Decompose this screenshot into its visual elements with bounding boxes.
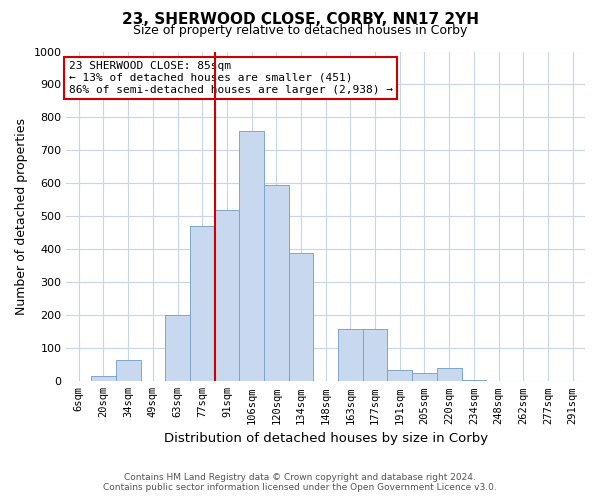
Bar	[289, 252, 313, 382]
Bar	[388, 370, 412, 382]
Bar	[338, 328, 363, 382]
Text: Contains HM Land Registry data © Crown copyright and database right 2024.
Contai: Contains HM Land Registry data © Crown c…	[103, 473, 497, 492]
Bar	[215, 210, 239, 382]
Bar	[190, 226, 215, 382]
Bar	[412, 373, 437, 382]
Y-axis label: Number of detached properties: Number of detached properties	[15, 118, 28, 315]
Text: 23, SHERWOOD CLOSE, CORBY, NN17 2YH: 23, SHERWOOD CLOSE, CORBY, NN17 2YH	[121, 12, 479, 28]
Bar	[116, 360, 140, 382]
Bar	[239, 130, 264, 382]
Bar	[461, 380, 486, 382]
Bar	[91, 376, 116, 382]
X-axis label: Distribution of detached houses by size in Corby: Distribution of detached houses by size …	[164, 432, 488, 445]
Bar	[165, 316, 190, 382]
Bar	[264, 185, 289, 382]
Bar	[437, 368, 461, 382]
Text: 23 SHERWOOD CLOSE: 85sqm
← 13% of detached houses are smaller (451)
86% of semi-: 23 SHERWOOD CLOSE: 85sqm ← 13% of detach…	[69, 62, 393, 94]
Bar	[363, 328, 388, 382]
Text: Size of property relative to detached houses in Corby: Size of property relative to detached ho…	[133, 24, 467, 37]
